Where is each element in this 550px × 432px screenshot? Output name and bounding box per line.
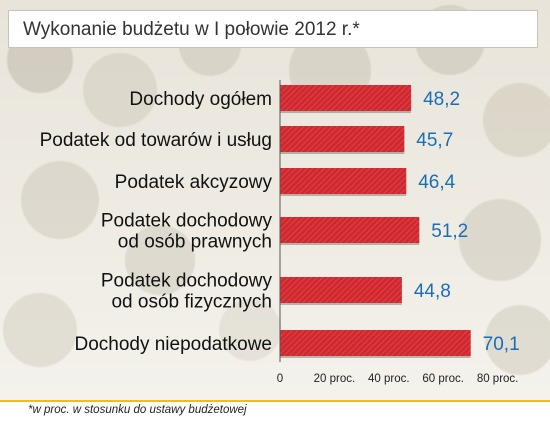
category-label: Podatek akcyzowy bbox=[115, 172, 273, 193]
x-tick-label: 80 proc. bbox=[477, 373, 519, 385]
bar bbox=[280, 85, 412, 111]
value-label: 70,1 bbox=[483, 334, 520, 355]
x-tick-label: 40 proc. bbox=[368, 373, 410, 385]
bar-chart: Dochody ogółem 48,2 Podatek od towarów i u… bbox=[40, 80, 520, 385]
value-label: 45,7 bbox=[416, 130, 453, 151]
value-label: 48,2 bbox=[423, 89, 460, 110]
bar bbox=[280, 126, 405, 152]
bar bbox=[280, 277, 402, 303]
title-box: Wykonanie budżetu w I połowie 2012 r.* bbox=[8, 10, 538, 48]
bar bbox=[280, 217, 420, 243]
category-label: Podatek dochodowy od osób fizycznych bbox=[101, 271, 273, 313]
chart-title: Wykonanie budżetu w I połowie 2012 r.* bbox=[23, 19, 360, 40]
x-tick-label: 60 proc. bbox=[422, 373, 464, 385]
category-label: Podatek od towarów i usług bbox=[40, 130, 272, 151]
x-tick-label: 0 bbox=[277, 373, 283, 385]
category-label: Dochody niepodatkowe bbox=[74, 334, 272, 355]
x-tick-label: 20 proc. bbox=[314, 373, 356, 385]
category-label: Podatek dochodowy od osób prawnych bbox=[101, 211, 273, 253]
footnote: *w proc. w stosunku do ustawy budżetowej bbox=[28, 404, 247, 416]
value-label: 44,8 bbox=[414, 281, 451, 302]
category-label: Dochody ogółem bbox=[129, 89, 272, 110]
bar bbox=[280, 168, 407, 194]
bar bbox=[280, 330, 471, 356]
value-label: 51,2 bbox=[431, 221, 468, 242]
value-label: 46,4 bbox=[418, 172, 455, 193]
